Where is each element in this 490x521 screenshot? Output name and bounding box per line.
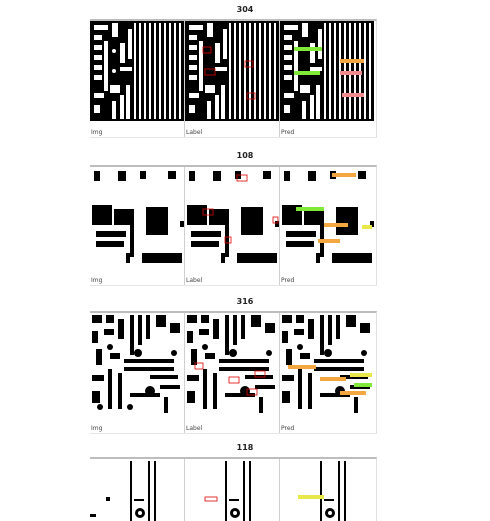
panel-pred: Pred bbox=[280, 21, 374, 137]
comparison-figure bbox=[90, 457, 377, 521]
panel-divider bbox=[279, 167, 280, 285]
section-title: 118 bbox=[236, 443, 254, 452]
pcb-image bbox=[90, 313, 184, 415]
pcb-label-image bbox=[185, 313, 279, 415]
panel-img: Img bbox=[90, 313, 184, 433]
comparison-figure: Img Label bbox=[90, 165, 377, 286]
pcb-pred-image bbox=[280, 459, 374, 521]
panel-label: Label bbox=[185, 167, 279, 285]
pcb-label-image bbox=[185, 21, 279, 121]
panel-divider bbox=[279, 21, 280, 137]
pcb-label-image bbox=[185, 459, 279, 521]
pcb-image bbox=[90, 459, 184, 521]
panel-pred: Pred bbox=[280, 313, 374, 433]
pcb-pred-image bbox=[280, 21, 374, 121]
panel-caption: Img bbox=[91, 277, 103, 284]
panel-divider bbox=[279, 459, 280, 521]
panel-img: Img bbox=[90, 167, 184, 285]
panel-divider bbox=[184, 459, 185, 521]
pcb-pred-image bbox=[280, 313, 374, 415]
panel-img bbox=[90, 459, 184, 521]
panel-caption: Pred bbox=[281, 425, 295, 432]
panel-label: Label bbox=[185, 313, 279, 433]
panel-img: Img bbox=[90, 21, 184, 137]
panel-caption: Label bbox=[186, 277, 203, 284]
panel-caption: Label bbox=[186, 129, 203, 136]
panel-divider bbox=[184, 167, 185, 285]
pcb-pred-image bbox=[280, 167, 374, 267]
panel-caption: Pred bbox=[281, 277, 295, 284]
pcb-image bbox=[90, 21, 184, 121]
panel-divider bbox=[184, 313, 185, 433]
panel-caption: Pred bbox=[281, 129, 295, 136]
panel-label bbox=[185, 459, 279, 521]
pcb-label-image bbox=[185, 167, 279, 267]
panel-divider bbox=[184, 21, 185, 137]
panel-caption: Img bbox=[91, 425, 103, 432]
pcb-image bbox=[90, 167, 184, 267]
comparison-figure: Img Lab bbox=[90, 311, 377, 434]
comparison-figure: Img bbox=[90, 19, 377, 138]
panel-pred: Pred bbox=[280, 167, 374, 285]
panel-label: Label bbox=[185, 21, 279, 137]
panel-pred bbox=[280, 459, 374, 521]
panel-divider bbox=[279, 313, 280, 433]
panel-caption: Img bbox=[91, 129, 103, 136]
section-title: 316 bbox=[236, 297, 254, 306]
section-title: 304 bbox=[236, 5, 254, 14]
section-title: 108 bbox=[236, 151, 254, 160]
panel-caption: Label bbox=[186, 425, 203, 432]
